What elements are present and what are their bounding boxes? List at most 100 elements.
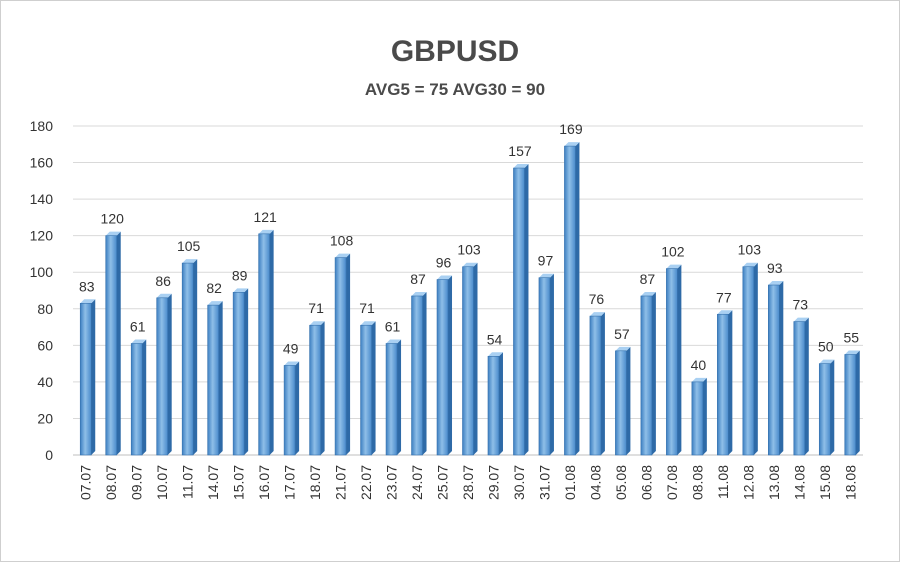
bar: [462, 262, 478, 456]
y-tick-label: 20: [37, 410, 53, 426]
bar: [589, 312, 605, 456]
x-tick-label: 31.07: [536, 465, 552, 500]
y-tick-label: 160: [30, 155, 54, 171]
x-tick-label: 29.07: [485, 465, 501, 500]
data-label: 76: [589, 291, 605, 307]
data-label: 87: [410, 271, 426, 287]
bar: [844, 350, 860, 456]
data-label: 157: [508, 143, 532, 159]
data-label: 55: [843, 329, 859, 345]
bar: [309, 321, 325, 456]
x-tick-label: 17.07: [282, 465, 298, 500]
x-tick-label: 12.08: [740, 465, 756, 500]
x-tick-label: 05.08: [613, 465, 629, 500]
data-label: 54: [487, 331, 503, 347]
data-label: 86: [155, 273, 171, 289]
bar: [564, 142, 580, 456]
data-label: 61: [130, 319, 146, 335]
bar: [513, 164, 529, 456]
bar: [156, 293, 172, 456]
y-tick-label: 100: [30, 264, 54, 280]
x-tick-label: 08.08: [689, 465, 705, 500]
data-labels: 83 120 61 86 105 82 89 121 49 71 108 71 61 87 96 103 54 1…: [79, 121, 859, 373]
x-tick-label: 23.07: [384, 465, 400, 500]
x-tick-label: 07.07: [78, 465, 94, 500]
x-tick-label: 21.07: [333, 465, 349, 500]
bar: [411, 291, 427, 456]
y-tick-label: 0: [45, 447, 53, 463]
chart-title: GBPUSD: [391, 35, 519, 68]
x-tick-label: 04.08: [587, 465, 603, 500]
x-tick-label: 09.07: [129, 465, 145, 500]
bar: [793, 317, 809, 456]
x-tick-label: 22.07: [358, 465, 374, 500]
bar: [436, 275, 453, 456]
data-label: 97: [538, 253, 554, 269]
bar: [538, 273, 554, 456]
data-label: 83: [79, 278, 95, 294]
bar: [360, 321, 376, 456]
bar: [105, 231, 121, 456]
bar: [207, 301, 223, 456]
data-label: 169: [559, 121, 583, 137]
bar: [258, 229, 274, 456]
x-tick-label: 24.07: [409, 465, 425, 500]
x-tick-label: 07.08: [664, 465, 680, 500]
data-label: 71: [359, 300, 375, 316]
y-tick-label: 120: [30, 228, 54, 244]
x-tick-label: 11.08: [715, 465, 731, 499]
x-tick-label: 14.08: [791, 465, 807, 500]
bar: [768, 281, 784, 456]
x-tick-label: 06.08: [638, 465, 654, 500]
bar: [615, 346, 631, 456]
data-label: 89: [232, 267, 248, 283]
y-tick-label: 60: [37, 337, 53, 353]
data-label: 120: [101, 211, 125, 227]
bar: [717, 310, 733, 456]
data-label: 105: [177, 238, 201, 254]
data-label: 82: [206, 280, 222, 296]
bar: [666, 264, 682, 456]
y-tick-label: 140: [30, 191, 54, 207]
x-tick-label: 13.08: [766, 465, 782, 500]
data-label: 57: [614, 326, 630, 342]
x-tick-label: 15.08: [817, 465, 833, 500]
data-label: 93: [767, 260, 783, 276]
y-axis: 0 20 40 60 80 100 120 140 160 180: [30, 118, 54, 463]
data-label: 87: [640, 271, 656, 287]
data-label: 61: [385, 319, 401, 335]
data-label: 40: [691, 357, 707, 373]
data-label: 108: [330, 233, 354, 249]
bar: [818, 359, 835, 456]
bar: [283, 361, 300, 456]
x-tick-label: 16.07: [256, 465, 272, 500]
data-label: 121: [253, 209, 277, 225]
data-label: 103: [457, 242, 481, 258]
bar: [130, 339, 147, 456]
bar: [742, 262, 758, 456]
bar: [79, 299, 96, 456]
x-tick-label: 25.07: [435, 465, 451, 500]
x-tick-label: 15.07: [231, 465, 247, 500]
bar: [640, 291, 656, 456]
x-tick-label: 10.07: [154, 465, 170, 500]
x-axis: 07.07 08.07 09.07 10.07 11.07 14.07 15.07 16.07…: [78, 465, 859, 500]
x-tick-label: 28.07: [460, 465, 476, 500]
y-tick-label: 80: [37, 301, 53, 317]
x-tick-label: 08.07: [103, 465, 119, 500]
data-label: 49: [283, 340, 299, 356]
data-label: 102: [661, 244, 685, 260]
data-label: 103: [738, 242, 762, 258]
data-label: 73: [793, 297, 809, 313]
bar: [232, 288, 249, 456]
bar: [181, 259, 198, 456]
data-label: 96: [436, 255, 452, 271]
data-label: 50: [818, 339, 834, 355]
x-tick-label: 01.08: [562, 465, 578, 500]
bar: [385, 339, 402, 456]
x-tick-label: 14.07: [205, 465, 221, 500]
bar: [334, 253, 351, 456]
y-tick-label: 40: [37, 374, 53, 390]
